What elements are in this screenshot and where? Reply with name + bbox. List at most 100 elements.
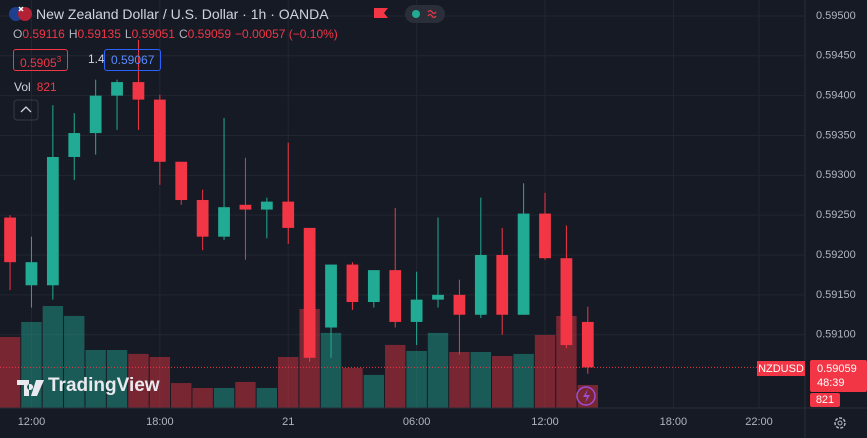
candle-body bbox=[175, 161, 188, 201]
y-tick-label: 0.59150 bbox=[816, 289, 856, 301]
candle-body bbox=[25, 262, 38, 286]
price-tag-text: 0.59059 bbox=[817, 363, 857, 375]
candle-body bbox=[517, 213, 530, 315]
candle-body bbox=[260, 201, 273, 210]
collapse-icon bbox=[20, 106, 32, 113]
bid-main: 0.5905 bbox=[20, 56, 57, 70]
volume-bar bbox=[256, 387, 278, 408]
candle-body bbox=[196, 200, 209, 237]
volume-bar bbox=[149, 357, 171, 408]
volume-bar bbox=[128, 353, 149, 408]
volume-bar bbox=[427, 332, 449, 408]
ask-box[interactable]: 0.59067 bbox=[104, 49, 162, 71]
volume-value: 821 bbox=[36, 80, 57, 94]
candle-body bbox=[303, 227, 316, 358]
volume-tag bbox=[810, 393, 840, 407]
alert-icon[interactable] bbox=[576, 386, 596, 406]
ohlc-change: −0.00057 (−0.10%) bbox=[235, 27, 338, 41]
candle-body bbox=[560, 258, 573, 346]
status-pill[interactable] bbox=[405, 5, 445, 23]
volume-bar bbox=[0, 336, 21, 408]
y-tick-label: 0.59300 bbox=[816, 169, 856, 181]
volume-bar bbox=[363, 374, 385, 408]
volume-bar bbox=[385, 344, 406, 408]
flag-marker[interactable] bbox=[374, 8, 388, 18]
volume-tag-text: 821 bbox=[816, 394, 834, 406]
chart-header-title: New Zealand Dollar / U.S. Dollar · 1h · … bbox=[36, 6, 329, 22]
x-tick-label: 06:00 bbox=[403, 416, 431, 428]
volume-bar bbox=[42, 306, 64, 408]
price-tag bbox=[810, 360, 867, 392]
candle-body bbox=[46, 156, 59, 286]
x-tick-label: 12:00 bbox=[18, 416, 46, 428]
candle-body bbox=[539, 213, 551, 259]
volume-bar bbox=[85, 349, 106, 408]
candle-body bbox=[346, 264, 359, 303]
logo-mark bbox=[17, 380, 44, 396]
y-tick-label: 0.59500 bbox=[816, 10, 856, 22]
candle-body bbox=[68, 133, 81, 157]
y-tick-label: 0.59200 bbox=[816, 249, 856, 261]
ohlc-key: O bbox=[13, 27, 23, 41]
volume-bar bbox=[320, 332, 342, 408]
volume-bar bbox=[278, 357, 299, 408]
ohlc-key: H bbox=[68, 27, 78, 41]
volume-bar bbox=[64, 315, 85, 408]
candle-body bbox=[410, 299, 423, 322]
y-tick-label: 0.59100 bbox=[816, 329, 856, 341]
status-wave bbox=[427, 9, 437, 19]
volume-bar bbox=[192, 387, 213, 408]
spread: 1.4 bbox=[88, 52, 105, 66]
candle-body bbox=[432, 294, 444, 300]
candle-body bbox=[367, 270, 380, 303]
settings-icon[interactable] bbox=[834, 417, 846, 429]
volume-bar bbox=[406, 350, 427, 408]
x-tick-label: 18:00 bbox=[660, 416, 688, 428]
candle-body bbox=[474, 255, 487, 315]
countdown-text: 48:39 bbox=[817, 377, 845, 389]
volume-bar bbox=[235, 381, 256, 408]
candle-body bbox=[389, 270, 402, 322]
volume-label: Vol bbox=[14, 80, 31, 94]
volume-bar bbox=[213, 387, 235, 408]
candle-body bbox=[132, 82, 145, 100]
ohlc-value: 0.59051 bbox=[131, 27, 175, 41]
volume-bar bbox=[106, 349, 128, 408]
symbol-tag bbox=[757, 361, 805, 376]
ohlc-key: C bbox=[178, 27, 188, 41]
logo-text: TradingView bbox=[48, 375, 160, 396]
candle-body bbox=[581, 321, 594, 368]
volume-bar bbox=[513, 353, 534, 408]
candle-body bbox=[4, 217, 16, 263]
candle-body bbox=[282, 201, 295, 228]
candle-body bbox=[153, 99, 166, 162]
candle-body bbox=[325, 264, 337, 328]
bid-fraction: 3 bbox=[56, 55, 62, 64]
collapse-button[interactable] bbox=[13, 99, 39, 121]
volume-bar bbox=[492, 356, 513, 408]
settings-icon bbox=[837, 420, 843, 426]
y-tick-label: 0.59250 bbox=[816, 209, 856, 221]
alert-icon bbox=[583, 389, 590, 403]
bid-box[interactable]: 0.59053 bbox=[13, 49, 69, 71]
y-tick-label: 0.59450 bbox=[816, 50, 856, 62]
candle-body bbox=[239, 204, 252, 210]
volume-bar bbox=[171, 383, 192, 408]
volume-bar bbox=[470, 351, 492, 408]
x-tick-label: 18:00 bbox=[146, 416, 174, 428]
symbol-tag-text: NZDUSD bbox=[758, 363, 804, 375]
x-tick-label: 12:00 bbox=[531, 416, 559, 428]
x-tick-label: 22:00 bbox=[745, 416, 773, 428]
flag-icon bbox=[18, 6, 24, 12]
volume-bar bbox=[342, 367, 363, 408]
ohlc-key: L bbox=[124, 27, 132, 41]
ohlc-value: 0.59116 bbox=[22, 27, 65, 41]
x-tick-label: 21 bbox=[282, 416, 294, 428]
candle-body bbox=[496, 255, 509, 315]
candle-body bbox=[453, 294, 466, 315]
ohlc-legend: O 0.59116 H 0.59135 L 0.59051 C 0.59059 −0.00057… bbox=[13, 27, 342, 41]
ohlc-value: 0.59059 bbox=[187, 27, 232, 41]
ohlc-value: 0.59135 bbox=[77, 27, 121, 41]
